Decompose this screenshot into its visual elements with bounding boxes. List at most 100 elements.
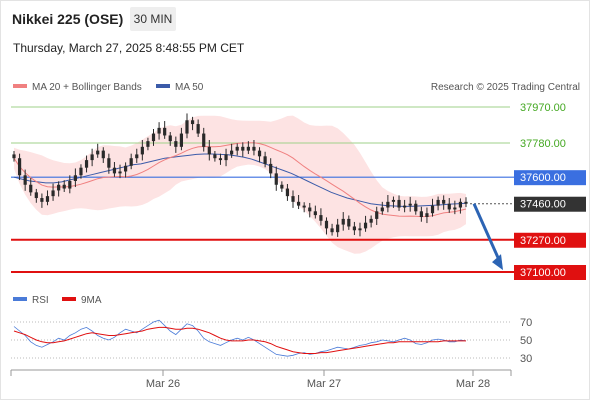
rsi-level-label-1: 50 bbox=[520, 335, 532, 347]
candle-body bbox=[285, 188, 290, 197]
candle-body bbox=[257, 150, 262, 157]
bollinger-bands bbox=[14, 115, 466, 254]
candle-body bbox=[179, 133, 184, 147]
ma50-line bbox=[13, 153, 467, 207]
ma50-legend-swatch bbox=[156, 84, 170, 88]
candle-body bbox=[308, 207, 312, 212]
chart-header: Nikkei 225 (OSE) 30 MIN bbox=[0, 0, 590, 36]
candle-body bbox=[319, 215, 323, 221]
candle-body bbox=[246, 146, 250, 151]
candle-body bbox=[447, 203, 451, 210]
ma50-path bbox=[13, 153, 467, 207]
ma20-path bbox=[13, 142, 467, 218]
candle-body bbox=[163, 127, 167, 136]
candle-body bbox=[146, 141, 150, 147]
candle-body bbox=[112, 167, 117, 174]
candle-body bbox=[280, 184, 284, 189]
candle-body bbox=[107, 158, 111, 168]
candle-body bbox=[274, 173, 278, 185]
candle-body bbox=[34, 192, 38, 199]
level-box-2 bbox=[514, 170, 586, 186]
rsi9-path bbox=[13, 326, 466, 354]
candle-body bbox=[369, 218, 373, 223]
interval-selector[interactable]: 30 MIN bbox=[130, 7, 176, 31]
candle-body bbox=[29, 184, 33, 193]
candle-body bbox=[17, 158, 22, 176]
ma20-line bbox=[13, 142, 467, 218]
candle-body bbox=[330, 228, 334, 233]
candle-body bbox=[68, 180, 72, 189]
candle-body bbox=[207, 146, 211, 155]
candle-body bbox=[62, 184, 66, 189]
candle-body bbox=[375, 211, 379, 219]
level-label-3: 37460.00 bbox=[520, 199, 566, 211]
rsi9-legend-label: 9MA bbox=[81, 295, 102, 306]
candle-body bbox=[51, 190, 55, 197]
candle-body bbox=[436, 199, 440, 206]
rsi9-legend-swatch bbox=[62, 297, 76, 301]
level-label-1: 37780.00 bbox=[520, 138, 566, 150]
level-label-5: 37100.00 bbox=[520, 267, 566, 279]
candle-body bbox=[336, 224, 340, 233]
ma50-legend-label: MA 50 bbox=[175, 82, 204, 93]
candle-body bbox=[442, 199, 446, 204]
candle-body bbox=[79, 167, 83, 176]
level-box-4 bbox=[514, 232, 586, 248]
candle-body bbox=[464, 201, 468, 204]
candle-body bbox=[352, 226, 356, 231]
ma20-legend-label: MA 20 + Bollinger Bands bbox=[32, 82, 142, 93]
candle-body bbox=[425, 213, 429, 217]
candle-body bbox=[324, 220, 329, 229]
arrow-shaft bbox=[472, 203, 502, 263]
bollinger-fill bbox=[14, 115, 466, 254]
candle-body bbox=[386, 201, 390, 208]
level-label-0: 37970.00 bbox=[520, 102, 566, 114]
level-box-5 bbox=[514, 265, 586, 280]
forecast-arrow bbox=[472, 203, 503, 271]
candlestick-series bbox=[12, 113, 468, 237]
candle-body bbox=[218, 158, 223, 161]
candle-body bbox=[84, 160, 89, 168]
candle-body bbox=[135, 154, 139, 159]
time-tick-label-2: Mar 28 bbox=[456, 378, 490, 390]
candle-body bbox=[168, 135, 172, 142]
candle-body bbox=[202, 133, 206, 147]
candle-body bbox=[419, 211, 423, 217]
rsi-level-label-2: 30 bbox=[520, 353, 532, 365]
candle-body bbox=[151, 133, 156, 142]
timestamp: Thursday, March 27, 2025 8:48:55 PM CET bbox=[13, 41, 245, 55]
time-tick-label-0: Mar 26 bbox=[146, 378, 180, 390]
candle-body bbox=[118, 171, 122, 174]
candle-body bbox=[241, 146, 245, 151]
ma20-legend-swatch bbox=[13, 84, 27, 88]
candle-body bbox=[291, 196, 295, 202]
chart-legend: MA 20 + Bollinger Bands MA 50 Research ©… bbox=[13, 82, 580, 93]
candle-body bbox=[414, 203, 418, 212]
candle-body bbox=[57, 184, 61, 191]
instrument-title: Nikkei 225 (OSE) bbox=[12, 11, 124, 27]
candle-body bbox=[235, 146, 239, 151]
candle-body bbox=[269, 163, 273, 174]
rsi-legend-swatch bbox=[13, 297, 27, 301]
level-label-4: 37270.00 bbox=[520, 235, 566, 247]
rsi-legend-label: RSI bbox=[32, 295, 49, 306]
candle-body bbox=[358, 228, 362, 231]
candle-body bbox=[391, 199, 396, 202]
candle-body bbox=[430, 205, 435, 214]
candle-body bbox=[408, 203, 412, 206]
candle-body bbox=[190, 120, 195, 125]
candle-body bbox=[174, 141, 178, 147]
time-tick-label-1: Mar 27 bbox=[307, 378, 341, 390]
candle-body bbox=[129, 158, 133, 166]
rsi-panel: 70 50 30 bbox=[11, 317, 532, 365]
candle-body bbox=[252, 146, 256, 151]
time-axis: Mar 26 Mar 27 Mar 28 bbox=[10, 369, 512, 390]
candle-body bbox=[296, 201, 301, 206]
rsi-path bbox=[13, 319, 467, 357]
candle-body bbox=[12, 154, 16, 159]
candle-body bbox=[90, 154, 94, 161]
level-box-3 bbox=[514, 196, 586, 212]
candle-body bbox=[341, 218, 345, 225]
candle-body bbox=[157, 127, 161, 134]
